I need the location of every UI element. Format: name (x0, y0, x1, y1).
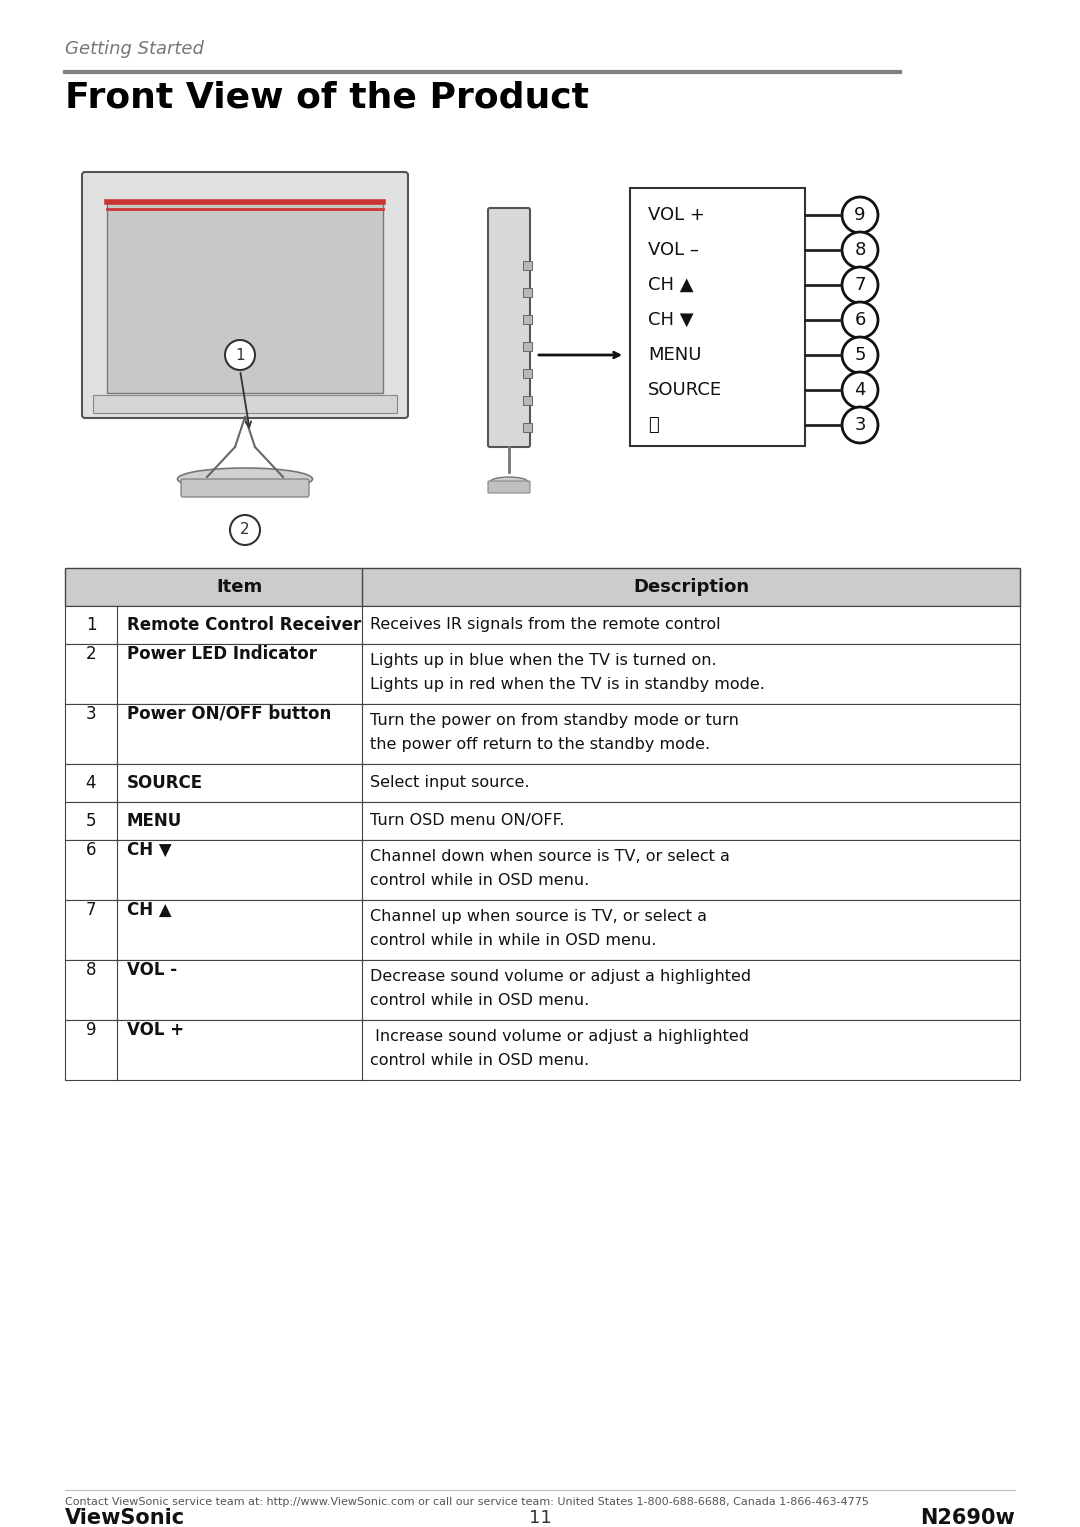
Bar (523, 261, 532, 270)
Text: 1: 1 (85, 615, 96, 634)
Text: 5: 5 (854, 347, 866, 363)
Bar (65, 606, 1020, 644)
Text: CH ▲: CH ▲ (127, 901, 172, 919)
Text: Decrease sound volume or adjust a highlighted: Decrease sound volume or adjust a highli… (370, 970, 751, 985)
Bar (630, 188, 805, 446)
Circle shape (842, 302, 878, 337)
Text: VOL -: VOL - (127, 960, 177, 979)
FancyBboxPatch shape (82, 173, 408, 418)
Text: 1: 1 (235, 348, 245, 362)
Bar (65, 764, 1020, 802)
Text: 7: 7 (854, 276, 866, 295)
Text: 3: 3 (854, 415, 866, 434)
Bar (65, 899, 1020, 960)
Circle shape (225, 341, 255, 370)
Text: Lights up in blue when the TV is turned on.: Lights up in blue when the TV is turned … (370, 654, 717, 669)
Bar (65, 704, 1020, 764)
Text: 6: 6 (854, 312, 866, 328)
Bar (65, 568, 1020, 606)
Text: control while in OSD menu.: control while in OSD menu. (370, 993, 590, 1008)
Circle shape (842, 408, 878, 443)
Circle shape (842, 337, 878, 373)
Text: Turn OSD menu ON/OFF.: Turn OSD menu ON/OFF. (370, 814, 565, 829)
Text: 4: 4 (854, 382, 866, 399)
Bar (65, 802, 1020, 840)
Circle shape (842, 232, 878, 269)
Text: the power off return to the standby mode.: the power off return to the standby mode… (370, 738, 711, 753)
Bar (523, 395, 532, 405)
Text: N2690w: N2690w (920, 1509, 1015, 1527)
Text: ViewSonic: ViewSonic (65, 1509, 185, 1527)
Text: 2: 2 (240, 522, 249, 538)
Text: Receives IR signals from the remote control: Receives IR signals from the remote cont… (370, 617, 720, 632)
Text: MENU: MENU (648, 347, 702, 363)
Text: Channel down when source is TV, or select a: Channel down when source is TV, or selec… (370, 849, 730, 864)
Text: 7: 7 (85, 901, 96, 919)
FancyBboxPatch shape (488, 481, 530, 493)
Text: Description: Description (633, 579, 750, 596)
Text: VOL +: VOL + (127, 1022, 184, 1038)
Text: Power ON/OFF button: Power ON/OFF button (127, 705, 332, 722)
Text: 8: 8 (854, 241, 866, 260)
Text: CH ▲: CH ▲ (648, 276, 693, 295)
Circle shape (230, 515, 260, 545)
Bar (65, 960, 1020, 1020)
Bar (65, 1020, 1020, 1080)
Text: Turn the power on from standby mode or turn: Turn the power on from standby mode or t… (370, 713, 739, 728)
Text: control while in OSD menu.: control while in OSD menu. (370, 1054, 590, 1069)
Text: SOURCE: SOURCE (127, 774, 203, 793)
Text: Remote Control Receiver: Remote Control Receiver (127, 615, 361, 634)
Text: Channel up when source is TV, or select a: Channel up when source is TV, or select … (370, 909, 707, 924)
Text: Getting Started: Getting Started (65, 40, 204, 58)
Text: Power LED Indicator: Power LED Indicator (127, 644, 318, 663)
Text: Front View of the Product: Front View of the Product (65, 81, 589, 115)
Text: Lights up in red when the TV is in standby mode.: Lights up in red when the TV is in stand… (370, 678, 765, 692)
Bar (523, 370, 532, 379)
Bar (523, 423, 532, 432)
Bar (93, 395, 397, 412)
Bar (523, 342, 532, 351)
Text: 3: 3 (85, 705, 96, 722)
Text: 2: 2 (85, 644, 96, 663)
Text: 6: 6 (85, 841, 96, 860)
Bar (65, 644, 1020, 704)
Text: CH ▼: CH ▼ (648, 312, 693, 328)
Text: SOURCE: SOURCE (648, 382, 723, 399)
Text: VOL +: VOL + (648, 206, 705, 224)
FancyBboxPatch shape (488, 208, 530, 447)
Text: VOL –: VOL – (648, 241, 699, 260)
Ellipse shape (490, 476, 528, 487)
Text: 9: 9 (854, 206, 866, 224)
Text: control while in OSD menu.: control while in OSD menu. (370, 873, 590, 889)
Bar (65, 840, 1020, 899)
Text: Item: Item (216, 579, 262, 596)
Ellipse shape (177, 467, 312, 490)
Text: Select input source.: Select input source. (370, 776, 529, 791)
Text: CH ▼: CH ▼ (127, 841, 172, 860)
Bar (523, 289, 532, 296)
Circle shape (842, 373, 878, 408)
Text: 9: 9 (85, 1022, 96, 1038)
Text: control while in while in OSD menu.: control while in while in OSD menu. (370, 933, 657, 948)
Text: 8: 8 (85, 960, 96, 979)
Text: 11: 11 (528, 1509, 552, 1527)
Bar (107, 203, 383, 392)
Text: 5: 5 (85, 812, 96, 831)
Bar (523, 315, 532, 324)
Text: 4: 4 (85, 774, 96, 793)
FancyBboxPatch shape (181, 479, 309, 496)
Text: Increase sound volume or adjust a highlighted: Increase sound volume or adjust a highli… (370, 1029, 750, 1044)
Text: MENU: MENU (127, 812, 183, 831)
Text: ⏻: ⏻ (648, 415, 659, 434)
Circle shape (842, 267, 878, 302)
Text: Contact ViewSonic service team at: http://www.ViewSonic.com or call our service : Contact ViewSonic service team at: http:… (65, 1496, 869, 1507)
Circle shape (842, 197, 878, 234)
